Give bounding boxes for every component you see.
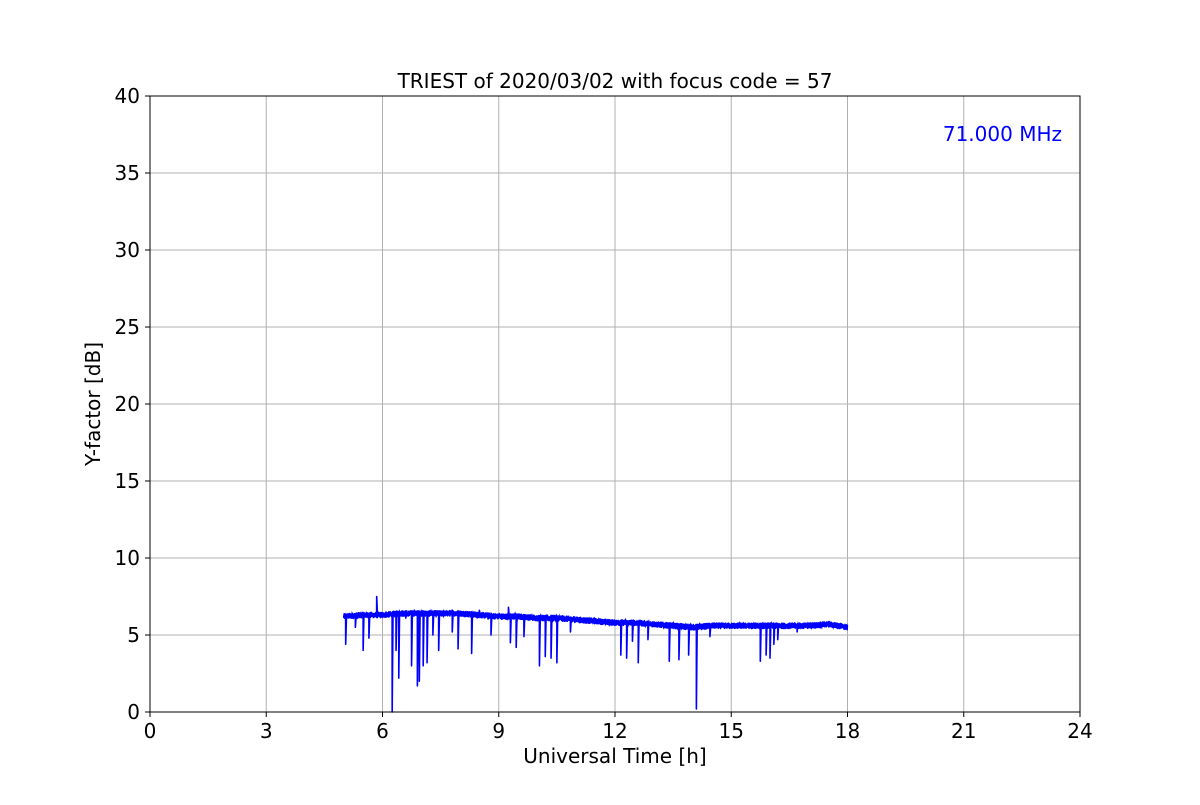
- chart-title: TRIEST of 2020/03/02 with focus code = 5…: [397, 69, 833, 93]
- x-tick-label: 21: [951, 719, 976, 743]
- x-tick-label: 0: [144, 719, 157, 743]
- x-tick-label: 12: [602, 719, 627, 743]
- y-tick-label: 5: [127, 623, 140, 647]
- x-tick-label: 9: [492, 719, 505, 743]
- plot-area: [342, 595, 849, 713]
- y-tick-label: 10: [115, 546, 140, 570]
- y-tick-label: 40: [115, 84, 140, 108]
- x-tick-label: 18: [835, 719, 860, 743]
- x-tick-label: 15: [719, 719, 744, 743]
- y-tick-label: 15: [115, 469, 140, 493]
- y-tick-label: 35: [115, 161, 140, 185]
- x-tick-label: 24: [1067, 719, 1092, 743]
- axes-ticks: 0 3 6 9 12 15 18 21 24 0 5 10 15 20 25 30 35 40: [115, 84, 1093, 743]
- x-tick-label: 3: [260, 719, 273, 743]
- series-line-band: [342, 608, 848, 631]
- x-tick-label: 6: [376, 719, 389, 743]
- frequency-annotation: 71.000 MHz: [943, 122, 1062, 146]
- y-tick-label: 20: [115, 392, 140, 416]
- y-tick-label: 0: [127, 700, 140, 724]
- y-tick-label: 25: [115, 315, 140, 339]
- y-tick-label: 30: [115, 238, 140, 262]
- x-axis-title: Universal Time [h]: [523, 744, 706, 768]
- y-axis-title: Y-factor [dB]: [81, 342, 105, 467]
